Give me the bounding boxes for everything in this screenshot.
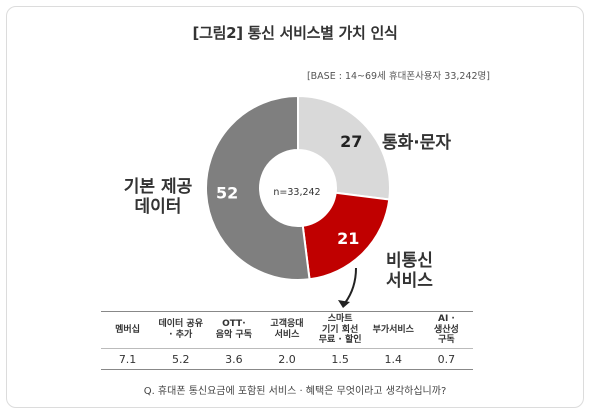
table-header-cell: 데이터 공유 · 추가 — [154, 311, 208, 349]
table-value-cell: 1.4 — [366, 348, 420, 370]
table-header-cell: 부가서비스 — [366, 311, 420, 349]
slice-non-telecom-value: 21 — [337, 229, 359, 248]
slice-label-call-text: 통화·문자 — [382, 133, 452, 153]
slice-call-text-value: 27 — [340, 132, 362, 151]
callout-arrow — [344, 267, 357, 304]
table-header-cell: AI · 생산성 구독 — [419, 311, 473, 349]
table-header-row: 멤버십 데이터 공유 · 추가 OTT· 음악 구독 고객응대 서비스 스마트 기기 회… — [101, 311, 473, 349]
table-header-cell: 스마트 기기 회선 무료 · 할인 — [313, 311, 367, 349]
slice-basic-data — [205, 94, 311, 281]
slice-call-text — [297, 94, 391, 201]
table-header-cell: OTT· 음악 구독 — [207, 311, 261, 349]
slice-label-basic-data: 기본 제공 데이터 — [123, 177, 193, 217]
table-value-cell: 2.0 — [260, 348, 314, 370]
service-table: 멤버십 데이터 공유 · 추가 OTT· 음악 구독 고객응대 서비스 스마트 기기 회… — [101, 311, 473, 370]
slice-label-non-telecom: 비통신 서비스 — [386, 251, 433, 291]
survey-question: Q. 휴대폰 통신요금에 포함된 서비스 · 혜택은 무엇이라고 생각하십니까? — [143, 386, 447, 397]
callout-arrowhead — [338, 300, 350, 308]
center-label: n=33,242 — [273, 187, 320, 198]
table-value-cell: 3.6 — [207, 348, 261, 370]
table-value-cell: 1.5 — [313, 348, 367, 370]
table-value-cell: 0.7 — [419, 348, 473, 370]
donut-slices: 27 21 52 — [205, 94, 391, 281]
table-value-row: 7.1 5.2 3.6 2.0 1.5 1.4 0.7 — [101, 348, 473, 370]
chart-title: [그림2] 통신 서비스별 가치 인식 — [192, 24, 398, 42]
table-value-cell: 5.2 — [154, 348, 208, 370]
table-value-cell: 7.1 — [101, 348, 155, 370]
slice-basic-data-value: 52 — [216, 183, 238, 202]
table-header-cell: 고객응대 서비스 — [260, 311, 314, 349]
table-header-cell: 멤버십 — [101, 311, 155, 349]
base-note: [BASE : 14~69세 휴대폰사용자 33,242명] — [306, 71, 490, 82]
slice-non-telecom — [301, 191, 391, 281]
